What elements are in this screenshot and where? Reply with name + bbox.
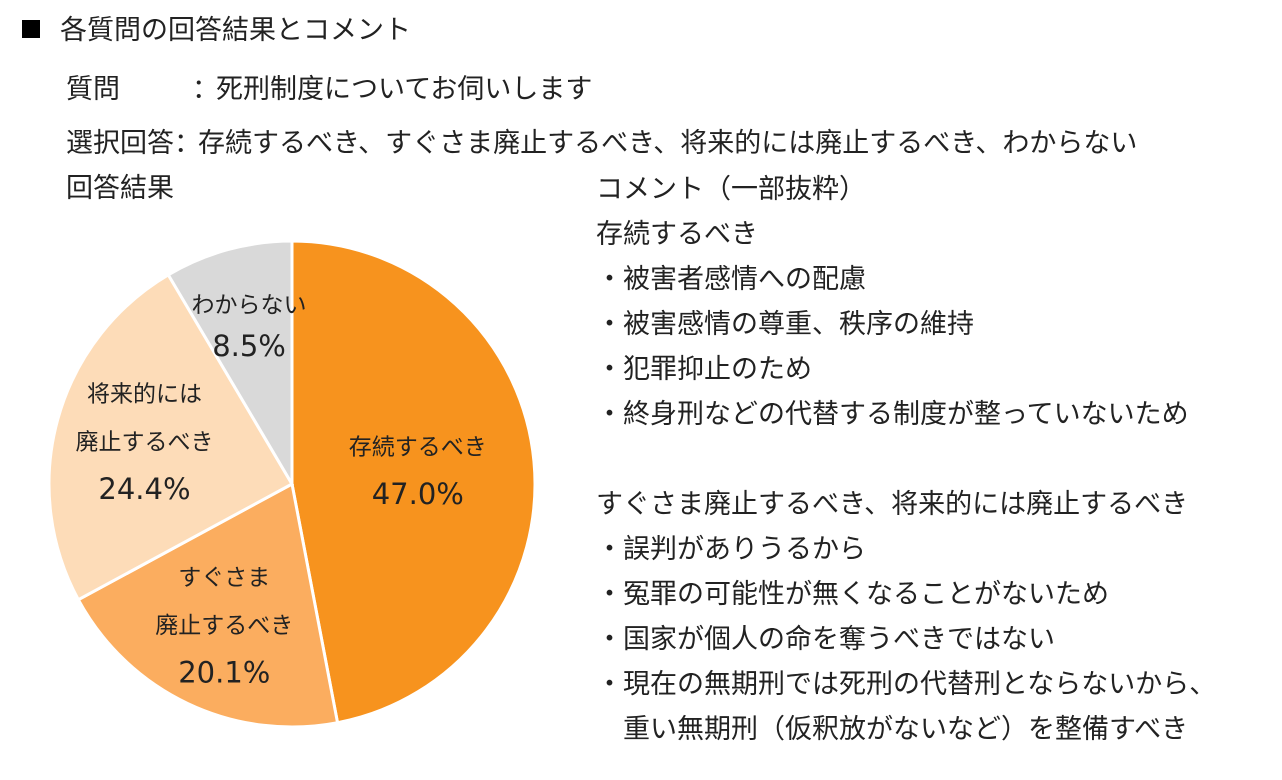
slice-value-label: 47.0% [372,477,464,511]
choices-colon: ： [174,128,201,159]
square-bullet-icon [22,19,40,38]
slice-label: すぐさま [178,565,270,591]
pie-slice [290,239,537,725]
comment-item-continuation: 重い無期刑（仮釈放がないなど）を整備すべき [623,714,1189,745]
choices-text: 存続するべき、すぐさま廃止するべき、将来的には廃止するべき、わからない [198,128,1138,159]
results-label: 回答結果 [66,173,174,204]
question-row: 質問 ：死刑制度についてお伺いします [66,72,592,108]
slice-label: 廃止するべき [155,613,293,639]
comment-item: ・冤罪の可能性が無くなることがないため [596,579,1109,610]
pie-slice [166,239,294,490]
comments-spacer [596,437,1216,482]
slice-value-label: 24.4% [98,472,190,506]
slice-label: 存続するべき [349,435,487,461]
pie-slice [47,272,295,602]
comments-title: コメント（一部抜粋） [596,174,866,205]
question-label: 質問 [66,74,120,105]
slice-value-label: 20.1% [178,656,270,690]
comments-panel: コメント（一部抜粋） 存続するべき ・被害者感情への配慮 ・被害感情の尊重、秩序… [596,167,1216,752]
slice-label: わからない [192,292,307,318]
comment-item: ・終身刑などの代替する制度が整っていないため [596,399,1189,430]
comments-group2-heading: すぐさま廃止するべき、将来的には廃止するべき [596,489,1189,520]
choices-label: 選択回答 [66,128,174,159]
pie-slice [76,481,340,729]
section-heading-text: 各質問の回答結果とコメント [60,15,411,46]
slice-label: 将来的には [87,382,202,408]
choices-row: 選択回答：存続するべき、すぐさま廃止するべき、将来的には廃止するべき、わからない [66,126,1137,162]
comment-item: ・現在の無期刑では死刑の代替刑とならないから、 [596,669,1217,700]
slice-label: 廃止するべき [75,430,213,456]
comment-item: ・国家が個人の命を奪うべきではない [596,624,1055,655]
question-colon: ： [192,74,219,105]
question-text: 死刑制度についてお伺いします [216,74,593,105]
comment-item: ・被害者感情への配慮 [596,264,866,295]
comment-item: ・被害感情の尊重、秩序の維持 [596,309,974,340]
comment-item: ・誤判がありうるから [596,534,866,565]
comments-group1-heading: 存続するべき [596,219,758,250]
comment-item: ・犯罪抑止のため [596,354,812,385]
slice-value-label: 8.5% [212,329,286,363]
section-heading: 各質問の回答結果とコメント [22,13,411,49]
